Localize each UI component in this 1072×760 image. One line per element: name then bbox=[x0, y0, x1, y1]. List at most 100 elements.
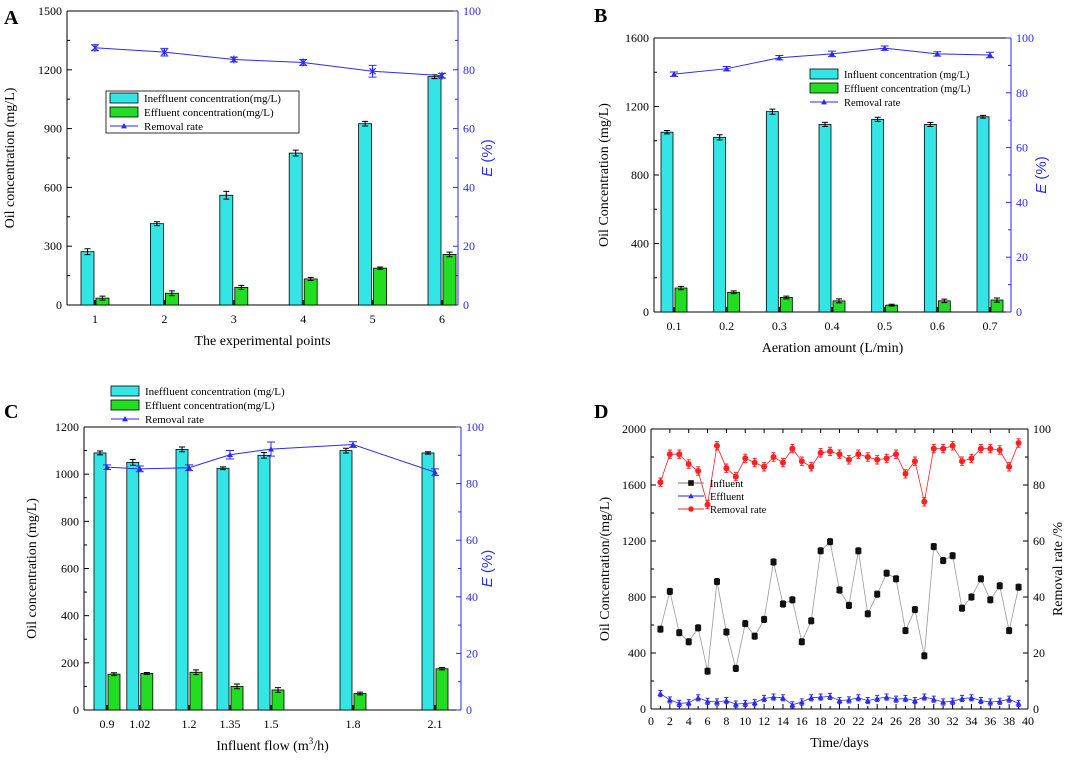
point-influent bbox=[827, 538, 834, 545]
bar-influent bbox=[175, 449, 189, 711]
point-removal bbox=[1006, 463, 1013, 470]
y-tick-label: 0 bbox=[56, 298, 62, 312]
point-influent bbox=[779, 601, 786, 607]
point-removal bbox=[808, 463, 815, 470]
point-influent bbox=[836, 587, 843, 593]
x-tick-label: 28 bbox=[909, 714, 921, 728]
point-effluent bbox=[902, 695, 909, 701]
legend-label-effluent: Effluent bbox=[710, 492, 744, 503]
bar-effluent bbox=[435, 668, 449, 711]
point-effluent bbox=[968, 694, 975, 701]
y-tick-label: 300 bbox=[44, 239, 62, 253]
y-tick-label: 200 bbox=[61, 656, 79, 670]
x-tick-label: 8 bbox=[723, 714, 729, 728]
x-tick-label: 30 bbox=[928, 714, 940, 728]
legend-swatch-effluent bbox=[109, 106, 139, 118]
y-tick-label: 2000 bbox=[622, 422, 646, 436]
y2-tick-label: 40 bbox=[1016, 195, 1028, 209]
y2-tick-label: 60 bbox=[466, 533, 478, 547]
x-tick-label: 6 bbox=[439, 312, 445, 326]
bar-influent bbox=[149, 223, 164, 306]
point-influent bbox=[940, 557, 947, 564]
point-removal bbox=[883, 455, 890, 462]
errorbar-influent bbox=[261, 451, 267, 459]
errorbar-effluent bbox=[307, 276, 314, 281]
legend-swatch-influent bbox=[109, 92, 139, 104]
errorbar-effluent bbox=[446, 251, 453, 258]
point-effluent bbox=[685, 699, 692, 706]
point-effluent bbox=[940, 699, 947, 705]
y2-tick-label: 20 bbox=[463, 239, 475, 253]
y2-tick-label: 100 bbox=[466, 420, 484, 434]
x-tick-label: 14 bbox=[777, 714, 789, 728]
y2-tick-label: 20 bbox=[466, 646, 478, 660]
point-effluent bbox=[666, 696, 673, 703]
y2-tick-label: 100 bbox=[1033, 422, 1051, 436]
y2-tick-label: 80 bbox=[466, 477, 478, 491]
point-removal bbox=[798, 458, 805, 465]
legend-marker-removal bbox=[821, 99, 827, 105]
point-removal bbox=[732, 473, 739, 480]
legend-swatch-influent bbox=[809, 68, 839, 80]
y2-tick-label: 40 bbox=[1033, 590, 1045, 604]
point-effluent bbox=[827, 693, 834, 699]
legend-label-influent: Ineffluent concentration(mg/L) bbox=[144, 93, 281, 105]
point-removal bbox=[432, 469, 438, 475]
point-influent bbox=[1006, 627, 1013, 634]
point-influent bbox=[911, 606, 918, 613]
point-effluent bbox=[1006, 696, 1013, 702]
bar-effluent bbox=[271, 689, 285, 711]
point-removal bbox=[657, 479, 664, 486]
panel-letter: C bbox=[4, 401, 18, 423]
x-tick-label: 20 bbox=[834, 714, 846, 728]
legend-label-effluent: Effluent concentration (mg/L) bbox=[844, 84, 971, 95]
x-tick-label: 36 bbox=[984, 714, 996, 728]
point-removal bbox=[940, 445, 947, 452]
x-tick-label: 0.2 bbox=[719, 319, 734, 333]
y2-tick-label: 40 bbox=[466, 590, 478, 604]
point-effluent bbox=[732, 701, 739, 707]
point-influent bbox=[685, 638, 692, 645]
y2-tick-label: 60 bbox=[1033, 534, 1045, 548]
x-tick-label: 1.02 bbox=[129, 717, 150, 731]
y2-tick-label: 20 bbox=[1016, 250, 1028, 264]
point-effluent bbox=[695, 694, 702, 701]
bar-effluent bbox=[230, 686, 244, 711]
point-removal bbox=[227, 451, 233, 458]
x-tick-label: 2.1 bbox=[428, 717, 443, 731]
point-effluent bbox=[921, 694, 928, 700]
point-removal bbox=[968, 455, 975, 462]
x-axis-title: The experimental points bbox=[194, 334, 330, 349]
point-influent bbox=[761, 616, 768, 623]
point-influent bbox=[789, 596, 796, 603]
point-effluent bbox=[723, 697, 730, 703]
point-removal bbox=[770, 454, 777, 460]
errorbar-influent bbox=[769, 108, 776, 115]
y-tick-label: 400 bbox=[61, 609, 79, 623]
errorbar-effluent bbox=[111, 672, 117, 677]
point-removal bbox=[751, 459, 758, 466]
bar-influent bbox=[358, 123, 373, 306]
point-removal bbox=[723, 65, 730, 72]
bar-influent bbox=[871, 118, 885, 313]
panel-A: A 0 300 600 900 1200 1500 0 20 40 60 80 100 1 2 3 4 5 6 The… bbox=[3, 4, 496, 349]
point-influent bbox=[893, 575, 900, 582]
bar-influent bbox=[339, 450, 353, 711]
point-effluent bbox=[808, 694, 815, 701]
y-tick-label: 0 bbox=[73, 703, 79, 717]
point-effluent bbox=[996, 698, 1003, 704]
y2-axis-title: E (%) bbox=[479, 139, 496, 177]
bar-influent bbox=[765, 111, 779, 313]
y2-axis-title: E (%) bbox=[479, 550, 496, 588]
point-influent bbox=[845, 602, 852, 609]
bar-influent bbox=[427, 76, 442, 306]
point-effluent bbox=[789, 701, 796, 708]
point-removal bbox=[268, 446, 274, 452]
point-effluent bbox=[704, 698, 711, 704]
x-axis-title-sup: 3 bbox=[309, 736, 314, 746]
point-influent bbox=[883, 570, 890, 577]
point-influent bbox=[902, 627, 909, 634]
point-removal bbox=[817, 449, 824, 456]
point-effluent bbox=[893, 696, 900, 702]
x-tick-label: 22 bbox=[852, 714, 864, 728]
